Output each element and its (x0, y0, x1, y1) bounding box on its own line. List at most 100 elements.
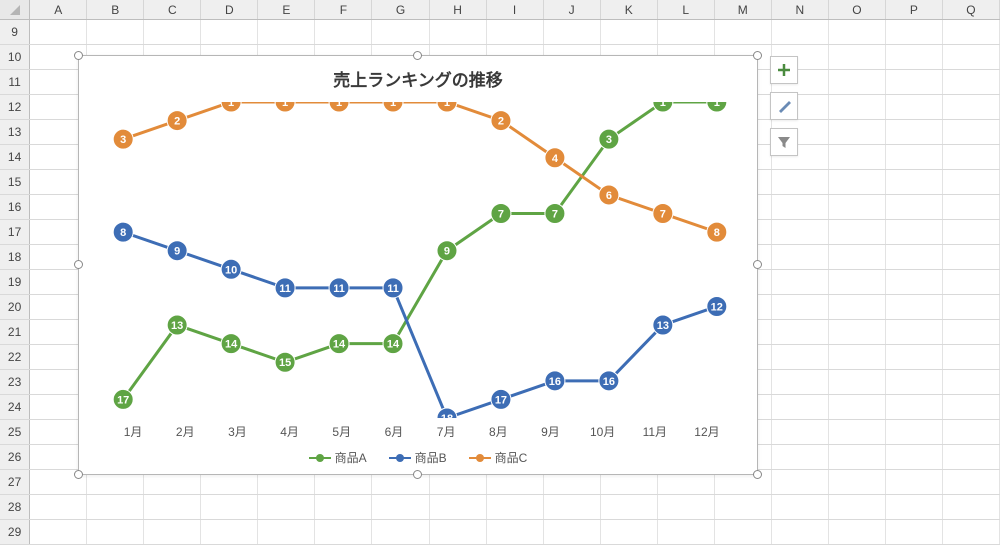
cell[interactable] (772, 470, 829, 494)
chart-styles-button[interactable] (770, 92, 798, 120)
cell[interactable] (886, 120, 943, 144)
cell[interactable] (544, 495, 601, 519)
cell[interactable] (943, 395, 1000, 419)
select-all-corner[interactable] (0, 0, 30, 19)
cell[interactable] (829, 495, 886, 519)
cell[interactable] (886, 420, 943, 444)
cell[interactable] (372, 495, 429, 519)
column-header[interactable]: P (886, 0, 943, 19)
selection-handle[interactable] (753, 470, 762, 479)
cell[interactable] (886, 20, 943, 44)
cell[interactable] (943, 345, 1000, 369)
row-header[interactable]: 28 (0, 495, 30, 519)
column-header[interactable]: I (487, 0, 544, 19)
cell[interactable] (829, 145, 886, 169)
legend-item[interactable]: 商品B (389, 449, 447, 466)
cell[interactable] (943, 320, 1000, 344)
cell[interactable] (886, 395, 943, 419)
cell[interactable] (315, 20, 372, 44)
cell[interactable] (30, 520, 87, 544)
column-header[interactable]: G (372, 0, 429, 19)
cell[interactable] (829, 220, 886, 244)
cell[interactable] (430, 495, 487, 519)
cell[interactable] (943, 270, 1000, 294)
column-header[interactable]: M (715, 0, 772, 19)
cell[interactable] (87, 20, 144, 44)
column-header[interactable]: H (430, 0, 487, 19)
cell[interactable] (487, 520, 544, 544)
column-header[interactable]: O (829, 0, 886, 19)
column-header[interactable]: F (315, 0, 372, 19)
selection-handle[interactable] (74, 470, 83, 479)
cell[interactable] (943, 195, 1000, 219)
cell[interactable] (829, 445, 886, 469)
series-line[interactable] (123, 102, 717, 232)
cell[interactable] (943, 295, 1000, 319)
row-header[interactable]: 14 (0, 145, 30, 169)
cell[interactable] (943, 170, 1000, 194)
cell[interactable] (87, 520, 144, 544)
cell[interactable] (87, 495, 144, 519)
cell[interactable] (772, 320, 829, 344)
selection-handle[interactable] (74, 51, 83, 60)
cell[interactable] (772, 220, 829, 244)
cell[interactable] (258, 20, 315, 44)
cell[interactable] (30, 495, 87, 519)
cell[interactable] (886, 220, 943, 244)
row-header[interactable]: 23 (0, 370, 30, 394)
cell[interactable] (658, 520, 715, 544)
column-header[interactable]: D (201, 0, 258, 19)
cell[interactable] (715, 20, 772, 44)
cell[interactable] (943, 70, 1000, 94)
column-header[interactable]: B (87, 0, 144, 19)
cell[interactable] (943, 495, 1000, 519)
cell[interactable] (886, 445, 943, 469)
cell[interactable] (886, 345, 943, 369)
column-header[interactable]: Q (943, 0, 1000, 19)
cell[interactable] (886, 170, 943, 194)
cell[interactable] (772, 20, 829, 44)
cell[interactable] (886, 495, 943, 519)
selection-handle[interactable] (753, 260, 762, 269)
cell[interactable] (829, 395, 886, 419)
cell[interactable] (487, 20, 544, 44)
column-header[interactable]: K (601, 0, 658, 19)
cell[interactable] (601, 20, 658, 44)
cell[interactable] (943, 20, 1000, 44)
cell[interactable] (30, 20, 87, 44)
cell[interactable] (201, 520, 258, 544)
column-header[interactable]: C (144, 0, 201, 19)
chart-filter-button[interactable] (770, 128, 798, 156)
cell[interactable] (943, 520, 1000, 544)
cell[interactable] (943, 145, 1000, 169)
row-header[interactable]: 17 (0, 220, 30, 244)
cell[interactable] (772, 170, 829, 194)
cell[interactable] (886, 195, 943, 219)
cell[interactable] (829, 370, 886, 394)
cell[interactable] (943, 420, 1000, 444)
cell[interactable] (772, 195, 829, 219)
cell[interactable] (829, 295, 886, 319)
cell[interactable] (943, 220, 1000, 244)
cell[interactable] (144, 20, 201, 44)
cell[interactable] (372, 20, 429, 44)
cell[interactable] (943, 445, 1000, 469)
cell[interactable] (430, 520, 487, 544)
cell[interactable] (829, 195, 886, 219)
selection-handle[interactable] (74, 260, 83, 269)
cell[interactable] (315, 520, 372, 544)
cell[interactable] (544, 20, 601, 44)
selection-handle[interactable] (413, 470, 422, 479)
cell[interactable] (829, 420, 886, 444)
cell[interactable] (886, 245, 943, 269)
cell[interactable] (829, 320, 886, 344)
row-header[interactable]: 9 (0, 20, 30, 44)
row-header[interactable]: 20 (0, 295, 30, 319)
cell[interactable] (487, 495, 544, 519)
cell[interactable] (886, 470, 943, 494)
row-header[interactable]: 19 (0, 270, 30, 294)
row-header[interactable]: 21 (0, 320, 30, 344)
cell[interactable] (544, 520, 601, 544)
cell[interactable] (829, 345, 886, 369)
row-header[interactable]: 25 (0, 420, 30, 444)
